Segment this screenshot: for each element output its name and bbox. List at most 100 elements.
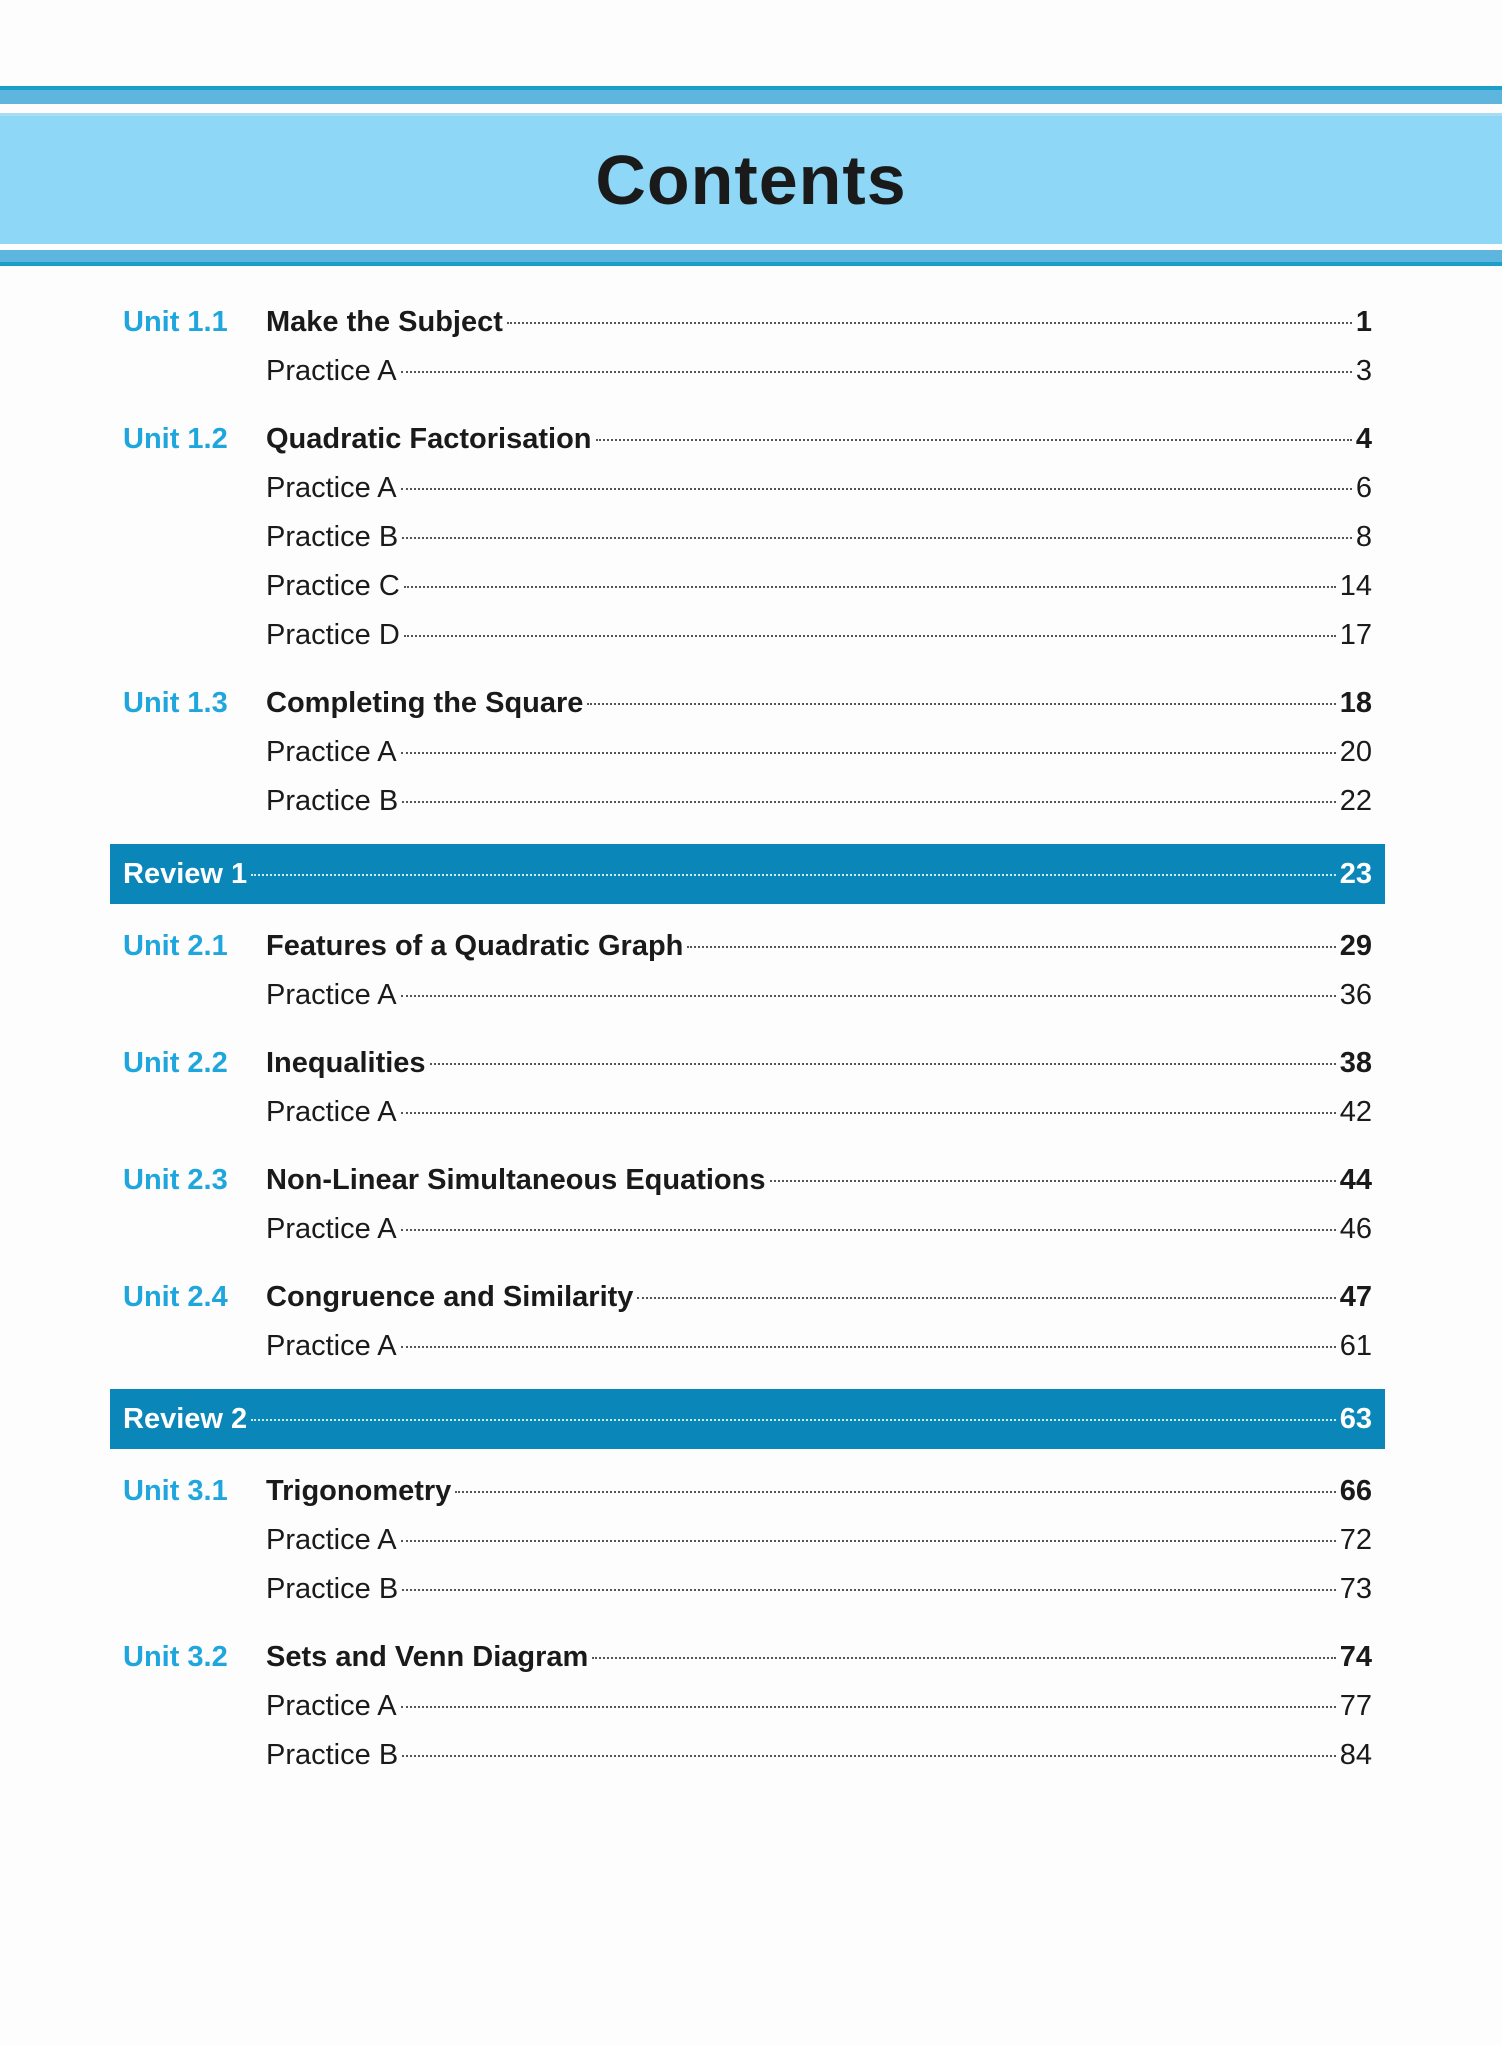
entry-title: Practice C xyxy=(266,570,400,602)
dot-leader xyxy=(403,586,1336,588)
toc-entry-unit[interactable]: Unit 3.2 Sets and Venn Diagram 74 xyxy=(110,1633,1385,1682)
page-number: 47 xyxy=(1339,1281,1372,1313)
toc-entry-practice[interactable]: Practice C 14 xyxy=(110,562,1385,611)
toc-entry-practice[interactable]: Practice A 46 xyxy=(110,1205,1385,1254)
dot-leader xyxy=(587,703,1336,705)
page-number: 38 xyxy=(1339,1047,1372,1079)
toc-entry-review[interactable]: Review 2 63 xyxy=(110,1389,1385,1449)
entry-title: Sets and Venn Diagram xyxy=(266,1641,589,1673)
table-of-contents: Unit 1.1 Make the Subject 1 Practice A 3 Unit… xyxy=(110,298,1385,1780)
unit-label: Unit 2.3 xyxy=(123,1164,228,1196)
page-number: 14 xyxy=(1339,570,1372,602)
toc-entry-unit[interactable]: Unit 2.3 Non-Linear Simultaneous Equation… xyxy=(110,1156,1385,1205)
toc-entry-unit[interactable]: Unit 1.3 Completing the Square 18 xyxy=(110,679,1385,728)
entry-title: Non-Linear Simultaneous Equations xyxy=(266,1164,766,1196)
toc-entry-practice[interactable]: Practice A 36 xyxy=(110,971,1385,1020)
entry-title: Review 1 xyxy=(123,858,248,890)
entry-title: Practice A xyxy=(266,472,397,504)
dot-leader xyxy=(400,995,1336,997)
toc-entry-practice[interactable]: Practice B 73 xyxy=(110,1565,1385,1614)
page-number: 4 xyxy=(1355,423,1372,455)
toc-entry-practice[interactable]: Practice A 77 xyxy=(110,1682,1385,1731)
dot-leader xyxy=(402,1589,1336,1591)
toc-entry-practice[interactable]: Practice A 6 xyxy=(110,464,1385,513)
dot-leader xyxy=(687,946,1336,948)
dot-leader xyxy=(769,1180,1336,1182)
dot-leader xyxy=(429,1063,1336,1065)
entry-title: Completing the Square xyxy=(266,687,584,719)
page-number: 77 xyxy=(1339,1690,1372,1722)
toc-entry-unit[interactable]: Unit 2.2 Inequalities 38 xyxy=(110,1039,1385,1088)
page-number: 73 xyxy=(1339,1573,1372,1605)
dot-leader xyxy=(592,1657,1336,1659)
toc-entry-review[interactable]: Review 1 23 xyxy=(110,844,1385,904)
entry-title: Practice A xyxy=(266,736,397,768)
entry-title: Practice A xyxy=(266,1690,397,1722)
unit-label: Unit 2.4 xyxy=(123,1281,228,1313)
entry-title: Practice A xyxy=(266,1524,397,1556)
title-band: Contents xyxy=(0,113,1502,244)
dot-leader xyxy=(402,801,1336,803)
entry-title: Practice A xyxy=(266,355,397,387)
unit-label: Unit 3.1 xyxy=(123,1475,228,1507)
page-number: 74 xyxy=(1339,1641,1372,1673)
page-number: 8 xyxy=(1355,521,1372,553)
page-number: 46 xyxy=(1339,1213,1372,1245)
toc-entry-practice[interactable]: Practice A 72 xyxy=(110,1516,1385,1565)
toc-entry-unit[interactable]: Unit 3.1 Trigonometry 66 xyxy=(110,1467,1385,1516)
entry-title: Practice B xyxy=(266,1739,399,1771)
dot-leader xyxy=(403,635,1336,637)
page-number: 72 xyxy=(1339,1524,1372,1556)
toc-entry-unit[interactable]: Unit 1.1 Make the Subject 1 xyxy=(110,298,1385,347)
entry-title: Trigonometry xyxy=(266,1475,452,1507)
page-number: 3 xyxy=(1355,355,1372,387)
entry-title: Make the Subject xyxy=(266,306,503,338)
page-title: Contents xyxy=(595,141,907,219)
bottom-stripe-line xyxy=(0,262,1502,266)
entry-title: Features of a Quadratic Graph xyxy=(266,930,684,962)
entry-title: Practice A xyxy=(266,1096,397,1128)
dot-leader xyxy=(455,1491,1336,1493)
toc-entry-unit[interactable]: Unit 1.2 Quadratic Factorisation 4 xyxy=(110,415,1385,464)
entry-title: Practice A xyxy=(266,1330,397,1362)
toc-entry-practice[interactable]: Practice A 61 xyxy=(110,1322,1385,1371)
entry-title: Practice B xyxy=(266,521,399,553)
entry-title: Congruence and Similarity xyxy=(266,1281,634,1313)
dot-leader xyxy=(402,1755,1336,1757)
bottom-stripe xyxy=(0,250,1502,262)
entry-title: Practice A xyxy=(266,1213,397,1245)
toc-entry-practice[interactable]: Practice D 17 xyxy=(110,611,1385,660)
unit-label: Unit 1.2 xyxy=(123,423,228,455)
entry-title: Practice A xyxy=(266,979,397,1011)
entry-title: Practice B xyxy=(266,785,399,817)
toc-entry-practice[interactable]: Practice B 22 xyxy=(110,777,1385,826)
page-number: 18 xyxy=(1339,687,1372,719)
toc-entry-practice[interactable]: Practice A 20 xyxy=(110,728,1385,777)
entry-title: Practice D xyxy=(266,619,400,651)
dot-leader xyxy=(400,371,1352,373)
page-number: 1 xyxy=(1355,306,1372,338)
toc-entry-practice[interactable]: Practice A 3 xyxy=(110,347,1385,396)
unit-label: Unit 1.3 xyxy=(123,687,228,719)
page-number: 42 xyxy=(1339,1096,1372,1128)
page-number: 29 xyxy=(1339,930,1372,962)
dot-leader xyxy=(400,1706,1336,1708)
toc-entry-practice[interactable]: Practice B 84 xyxy=(110,1731,1385,1780)
dot-leader xyxy=(400,1112,1336,1114)
toc-entry-unit[interactable]: Unit 2.1 Features of a Quadratic Graph 29 xyxy=(110,922,1385,971)
top-stripe-line xyxy=(0,86,1502,90)
toc-entry-practice[interactable]: Practice B 8 xyxy=(110,513,1385,562)
dot-leader xyxy=(400,1346,1336,1348)
dot-leader xyxy=(251,1419,1336,1421)
top-stripe xyxy=(0,90,1502,104)
unit-label: Unit 2.2 xyxy=(123,1047,228,1079)
toc-entry-unit[interactable]: Unit 2.4 Congruence and Similarity 47 xyxy=(110,1273,1385,1322)
page-number: 36 xyxy=(1339,979,1372,1011)
page-number: 22 xyxy=(1339,785,1372,817)
dot-leader xyxy=(400,752,1336,754)
dot-leader xyxy=(400,1540,1336,1542)
page-number: 61 xyxy=(1339,1330,1372,1362)
page-number: 17 xyxy=(1339,619,1372,651)
toc-entry-practice[interactable]: Practice A 42 xyxy=(110,1088,1385,1137)
page-number: 20 xyxy=(1339,736,1372,768)
